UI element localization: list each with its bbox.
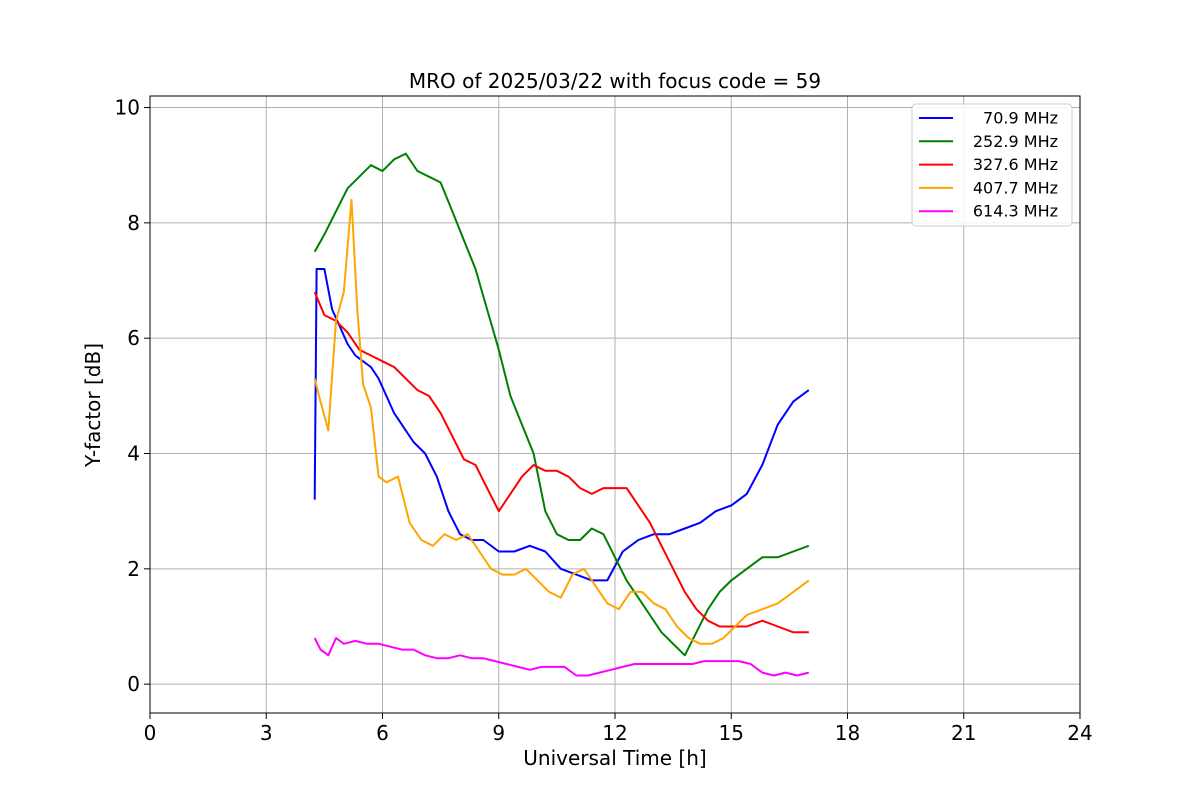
- x-tick-label: 21: [951, 721, 976, 745]
- legend-label: 70.9 MHz: [983, 109, 1058, 128]
- series-line-3: [313, 198, 810, 645]
- x-tick-label: 3: [260, 721, 273, 745]
- series-line-1: [313, 152, 810, 657]
- x-tick-label: 12: [602, 721, 627, 745]
- x-tick-label: 18: [835, 721, 860, 745]
- y-ticks: 0 2 4 6 8 10: [115, 96, 150, 696]
- legend: 70.9 MHz 252.9 MHz 327.6 MHz 407.7 MHz 614.3…: [911, 103, 1073, 227]
- series-line-2: [313, 291, 809, 634]
- y-tick-label: 6: [127, 326, 140, 350]
- legend-box: [911, 103, 1073, 227]
- y-tick-label: 2: [127, 557, 140, 581]
- x-tick-label: 15: [719, 721, 744, 745]
- y-tick-label: 0: [127, 672, 140, 696]
- legend-label: 407.7 MHz: [973, 178, 1058, 197]
- series-line-4: [313, 637, 810, 677]
- legend-label: 252.9 MHz: [973, 132, 1058, 151]
- chart-title: MRO of 2025/03/22 with focus code = 59: [409, 69, 821, 93]
- x-tick-label: 9: [492, 721, 505, 745]
- x-ticks: 0 3 6 9 12 15 18 21 24: [144, 713, 1093, 745]
- series-line-0: [313, 268, 810, 582]
- y-tick-label: 8: [127, 211, 140, 235]
- y-tick-label: 4: [127, 442, 140, 466]
- y-tick-label: 10: [115, 96, 140, 120]
- x-tick-label: 24: [1067, 721, 1092, 745]
- series-layer: [313, 152, 810, 677]
- y-axis-label: Y-factor [dB]: [81, 343, 105, 468]
- x-tick-label: 0: [144, 721, 157, 745]
- legend-label: 614.3 MHz: [973, 202, 1058, 221]
- x-axis-label: Universal Time [h]: [523, 746, 706, 770]
- x-tick-label: 6: [376, 721, 389, 745]
- legend-label: 327.6 MHz: [973, 155, 1058, 174]
